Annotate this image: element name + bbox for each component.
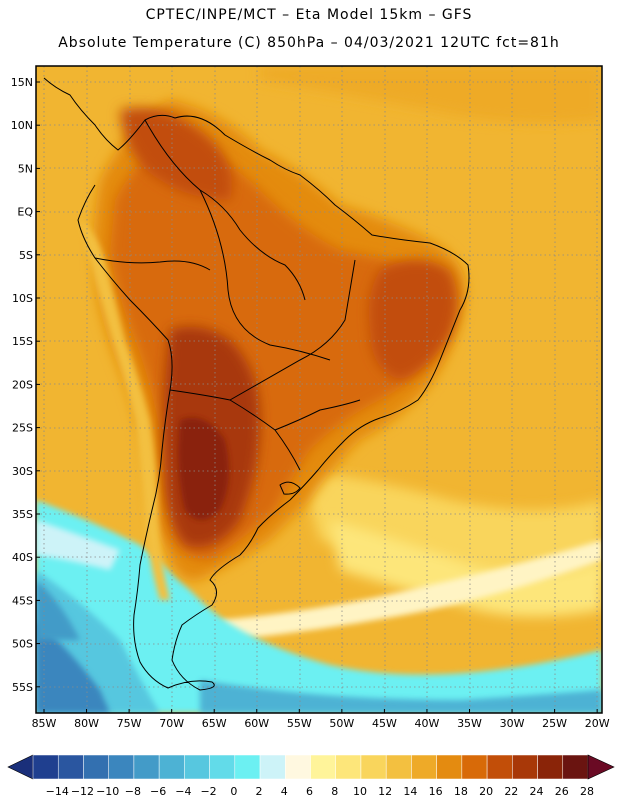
colorbar-swatch	[133, 754, 160, 780]
colorbar-label: 8	[331, 785, 338, 798]
latitude-label: 45S	[12, 594, 33, 607]
colorbar-label: 26	[555, 785, 569, 798]
colorbar-swatch	[360, 754, 387, 780]
colorbar-swatch	[285, 754, 311, 780]
colorbar-swatch	[461, 754, 488, 780]
colorbar-label: 0	[230, 785, 237, 798]
colorbar-label: 28	[580, 785, 594, 798]
latitude-label: 15N	[11, 76, 33, 89]
latitude-label: 15S	[12, 335, 33, 348]
colorbar-label: 20	[479, 785, 493, 798]
colorbar-label: −10	[96, 785, 119, 798]
longitude-label: 40W	[415, 717, 440, 730]
colorbar-label: 2	[256, 785, 263, 798]
latitude-label: 5S	[19, 249, 33, 262]
map-frame	[35, 65, 603, 714]
longitude-label: 50W	[329, 717, 354, 730]
latitude-label: 10S	[12, 292, 33, 305]
colorbar-swatch	[537, 754, 564, 780]
colorbar-swatch	[259, 754, 286, 780]
colorbar-label: 14	[403, 785, 417, 798]
latitude-label: 10N	[11, 119, 33, 132]
colorbar-swatch	[83, 754, 109, 780]
colorbar-under-arrow	[7, 754, 34, 780]
colorbar-label: 4	[281, 785, 288, 798]
latitude-label: 50S	[12, 638, 33, 651]
colorbar-swatch	[436, 754, 463, 780]
temperature-map: 15N 10N 5N EQ 5S 10S 15S 20S 25S 30S 35S 40S 45S 50S 5…	[11, 65, 610, 730]
longitude-label: 65W	[202, 717, 227, 730]
colorbar-label: 6	[306, 785, 313, 798]
longitude-label: 70W	[159, 717, 184, 730]
colorbar-swatch	[57, 754, 84, 780]
colorbar-swatch	[158, 754, 185, 780]
longitude-label: 85W	[32, 717, 57, 730]
colorbar-swatch	[32, 754, 59, 780]
colorbar-swatch	[411, 754, 437, 780]
longitude-label: 25W	[542, 717, 567, 730]
temperature-field	[36, 66, 602, 713]
colorbar-swatch	[335, 754, 362, 780]
latitude-label: 40S	[12, 551, 33, 564]
colorbar-label: −14	[46, 785, 69, 798]
latitude-label: 5N	[18, 162, 33, 175]
colorbar-label: −12	[71, 785, 94, 798]
longitude-label: 60W	[244, 717, 269, 730]
latitude-label: 30S	[12, 465, 33, 478]
colorbar-label: 22	[504, 785, 518, 798]
colorbar-label: −2	[200, 785, 216, 798]
latitude-label: 20S	[12, 378, 33, 391]
colorbar-label: 10	[353, 785, 367, 798]
longitude-label: 30W	[500, 717, 525, 730]
longitude-label: 35W	[457, 717, 482, 730]
colorbar-swatch	[108, 754, 135, 780]
latitude-label: EQ	[17, 206, 33, 219]
colorbar-label: 24	[530, 785, 544, 798]
colorbar-over-arrow	[587, 754, 615, 780]
colorbar-swatch	[385, 754, 412, 780]
colorbar-label: −6	[150, 785, 166, 798]
longitude-label: 20W	[585, 717, 610, 730]
longitude-label: 55W	[287, 717, 312, 730]
colorbar-swatch	[512, 754, 538, 780]
colorbar-swatch	[184, 754, 210, 780]
colorbar-label: 18	[454, 785, 468, 798]
map-title-line-2: Absolute Temperature (C) 850hPa – 04/03/…	[58, 35, 560, 51]
colorbar-swatch	[486, 754, 513, 780]
longitude-label: 45W	[372, 717, 397, 730]
longitude-label: 75W	[117, 717, 142, 730]
longitude-labels: 85W 80W 75W 70W 65W 60W 55W 50W 45W 40W 35W 30W 25W 2…	[32, 709, 610, 730]
colorbar-swatch	[234, 754, 261, 780]
colorbar-label: 12	[378, 785, 392, 798]
colorbar-label: −8	[125, 785, 141, 798]
coastlines-and-borders	[43, 77, 470, 691]
temperature-colorbar: −14 −12 −10 −8 −6 −4 −2 0 2 4 6 8 10 12 14 16 18 20 22 24 26…	[7, 754, 615, 798]
colorbar-label: 16	[429, 785, 443, 798]
latitude-label: 55S	[12, 681, 33, 694]
latitude-label: 35S	[12, 508, 33, 521]
colorbar-swatch	[310, 754, 336, 780]
map-title-line-1: CPTEC/INPE/MCT – Eta Model 15km – GFS	[145, 7, 473, 23]
colorbar-swatch	[562, 754, 589, 780]
colorbar-swatch	[209, 754, 236, 780]
longitude-label: 80W	[74, 717, 99, 730]
latitude-label: 25S	[12, 422, 33, 435]
latitude-labels: 15N 10N 5N EQ 5S 10S 15S 20S 25S 30S 35S 40S 45S 50S 5…	[11, 76, 40, 694]
colorbar-label: −4	[175, 785, 191, 798]
